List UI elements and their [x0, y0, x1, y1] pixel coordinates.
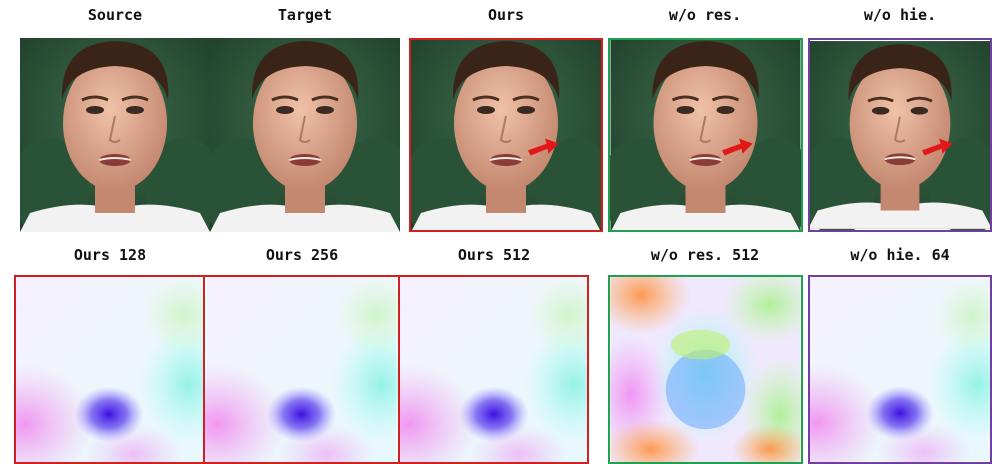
label: w/o res. — [669, 6, 741, 24]
figure: Source Target Ours w/o res. w/o hie. Our… — [0, 0, 992, 464]
ours-image — [401, 38, 616, 238]
target-image — [200, 38, 415, 238]
wo-hie-image — [798, 41, 992, 235]
wo-res-image — [601, 38, 816, 238]
flow-map — [0, 275, 238, 464]
label: w/o hie. — [864, 6, 936, 24]
flow-map — [591, 255, 820, 464]
label: Ours 128 — [74, 246, 146, 264]
label: w/o hie. 64 — [850, 246, 949, 264]
label: Source — [88, 6, 142, 24]
label: Ours — [488, 6, 524, 24]
label: w/o res. 512 — [651, 246, 759, 264]
label: Target — [278, 6, 332, 24]
source-image — [10, 38, 225, 238]
label: Ours 256 — [266, 246, 338, 264]
label: Ours 512 — [458, 246, 530, 264]
